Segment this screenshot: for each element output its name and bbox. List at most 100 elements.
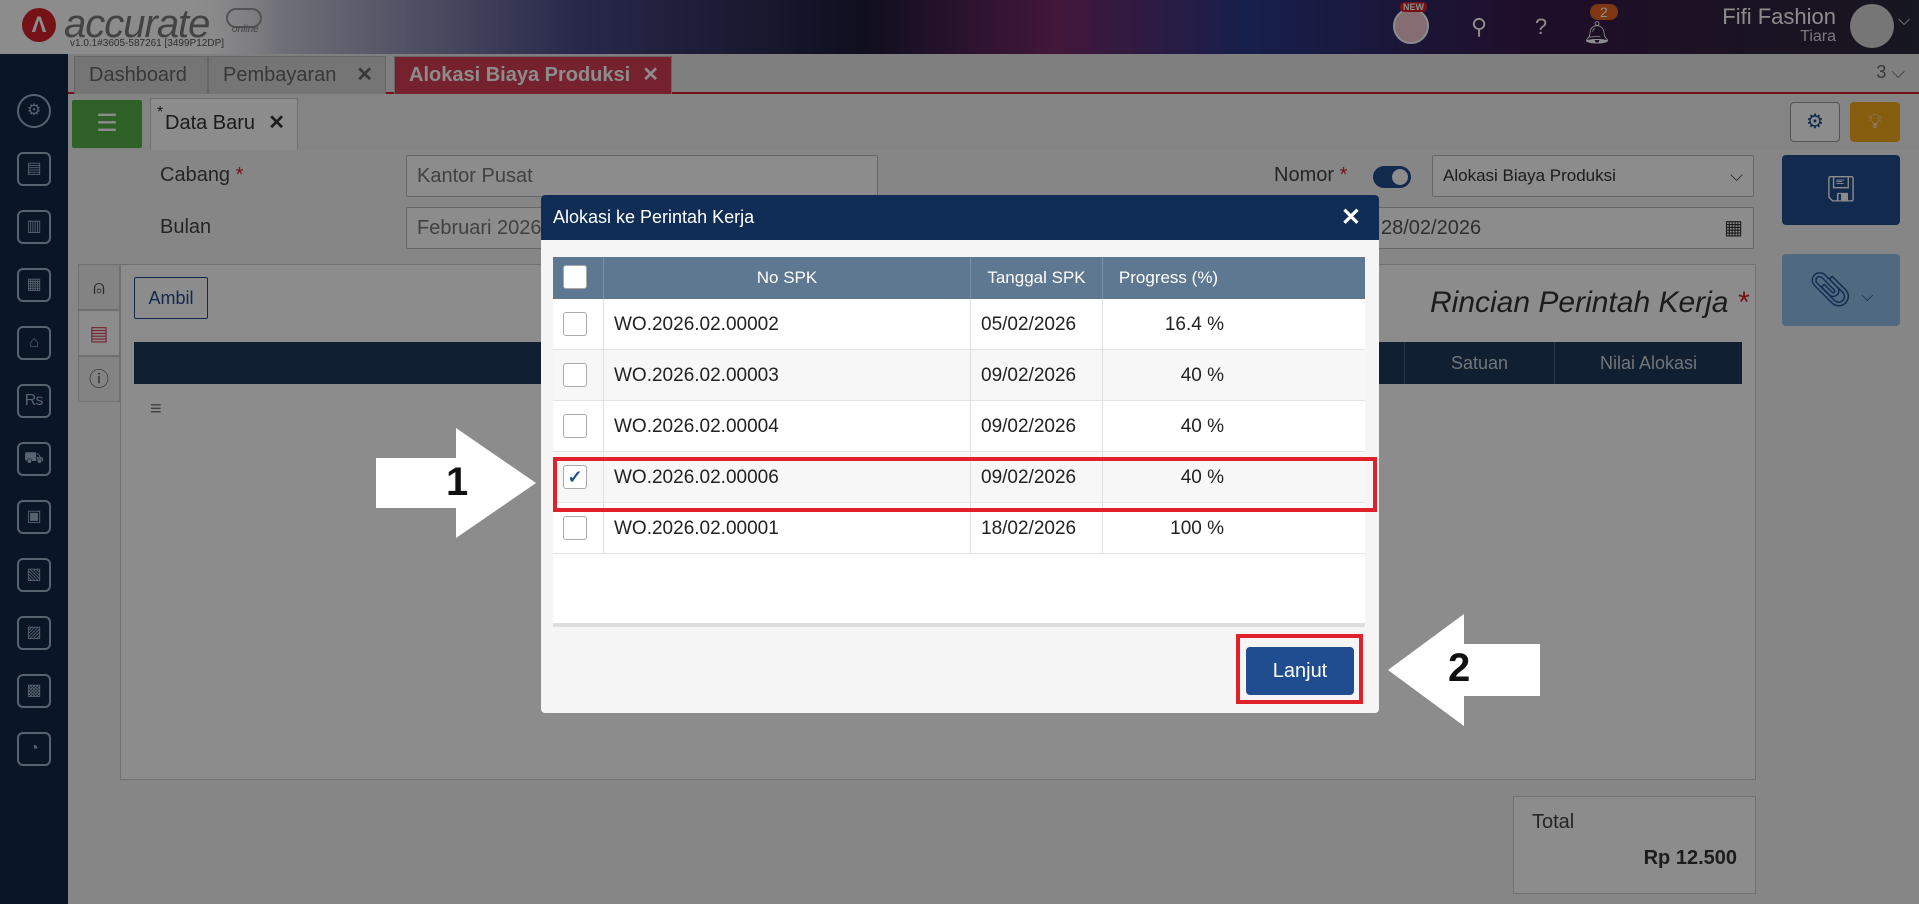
tab-data-baru[interactable]: * Data Baru ✕ — [150, 98, 298, 150]
attachment-button[interactable]: 📎︎ ⌵ — [1782, 254, 1900, 326]
lanjut-button[interactable]: Lanjut — [1246, 647, 1354, 695]
table-header: No SPK Tanggal SPK Progress (%) — [553, 257, 1365, 299]
close-icon[interactable]: ✕ — [356, 64, 373, 86]
bulan-label: Bulan — [160, 216, 212, 238]
table-row[interactable]: WO.2026.02.00004 09/02/2026 40 % — [553, 401, 1365, 452]
alokasi-modal: Alokasi ke Perintah Kerja ✕ No SPK Tangg… — [541, 195, 1379, 713]
top-header: Λ accurate online v1.0.1#3605-587261 [34… — [0, 0, 1919, 54]
no-spk-cell: WO.2026.02.00006 — [603, 452, 970, 503]
tab-dashboard[interactable]: Dashboard — [74, 56, 208, 94]
row-checkbox[interactable] — [563, 363, 587, 387]
total-label: Total — [1532, 811, 1575, 833]
cash-register-icon[interactable]: ▤ — [17, 152, 51, 186]
bell-icon[interactable]: 🔔︎ — [1583, 20, 1611, 45]
col-nilai-alokasi: Nilai Alokasi — [1554, 342, 1742, 384]
save-button[interactable]: 🖫︎ — [1782, 155, 1900, 225]
trolley-icon[interactable]: ▣ — [17, 500, 51, 534]
col-no-spk: No SPK — [603, 257, 970, 299]
total-box: Total Rp 12.500 — [1513, 796, 1756, 894]
accurate-logo-icon: Λ — [22, 8, 56, 42]
col-tanggal-spk: Tanggal SPK — [970, 257, 1102, 299]
building-icon[interactable]: ▥ — [17, 210, 51, 244]
progress-cell: 40 % — [1102, 452, 1234, 503]
date-field[interactable]: 28/02/2026 ▦ — [1370, 207, 1754, 249]
close-icon[interactable]: ✕ — [642, 64, 659, 86]
step-2-label: 2 — [1448, 646, 1471, 690]
cloud-icon — [226, 8, 262, 28]
tanggal-cell: 09/02/2026 — [970, 350, 1102, 401]
close-icon[interactable]: ✕ — [268, 112, 285, 134]
tab-label: Dashboard — [89, 64, 187, 86]
row-menu-icon[interactable]: ≡ — [150, 398, 162, 420]
select-all-checkbox[interactable] — [563, 265, 587, 289]
arrow-left-icon — [1388, 614, 1540, 726]
calendar-icon[interactable]: ▦ — [1724, 217, 1743, 239]
close-icon[interactable]: ✕ — [1340, 204, 1361, 231]
modal-title: Alokasi ke Perintah Kerja — [553, 207, 755, 227]
progress-cell: 40 % — [1102, 350, 1234, 401]
tanggal-cell: 09/02/2026 — [970, 401, 1102, 452]
nomor-select[interactable]: Alokasi Biaya Produksi ⌵ — [1432, 155, 1754, 197]
list-view-button[interactable]: ☰ — [72, 100, 142, 148]
no-spk-cell: WO.2026.02.00004 — [603, 401, 970, 452]
step-1-label: 1 — [446, 460, 469, 504]
modal-header: Alokasi ke Perintah Kerja ✕ — [541, 195, 1379, 240]
person-stamp-icon[interactable]: ⍝ — [78, 264, 120, 310]
tab-label: Data Baru — [165, 112, 256, 134]
cart-icon[interactable]: ⛟ — [17, 442, 51, 476]
progress-cell: 16.4 % — [1102, 299, 1234, 350]
auto-number-toggle[interactable] — [1373, 166, 1411, 188]
lightbulb-icon[interactable]: 💡︎ — [1850, 102, 1900, 142]
chevron-down-icon: ⌵ — [1861, 288, 1874, 305]
notification-badge: 2 — [1590, 4, 1618, 20]
ledger-icon[interactable]: ▦ — [17, 268, 51, 302]
table-row[interactable]: WO.2026.02.00003 09/02/2026 40 % — [553, 350, 1365, 401]
no-spk-cell: WO.2026.02.00003 — [603, 350, 970, 401]
gear-icon[interactable]: ⚙ — [1790, 102, 1840, 142]
row-checkbox[interactable] — [563, 414, 587, 438]
tab-count-dropdown[interactable]: 3 ⌵ — [1876, 62, 1905, 82]
money-bag-icon[interactable]: ₨ — [17, 384, 51, 418]
avatar[interactable] — [1850, 4, 1894, 48]
bank-icon[interactable]: ⌂ — [17, 326, 51, 360]
tab-pembayaran[interactable]: Pembayaran ✕ — [208, 56, 386, 94]
report-icon[interactable]: ◔ — [17, 732, 51, 766]
tanggal-cell: 09/02/2026 — [970, 452, 1102, 503]
row-checkbox[interactable] — [563, 312, 587, 336]
tax-icon[interactable]: ▩ — [17, 674, 51, 708]
total-value: Rp 12.500 — [1643, 847, 1737, 869]
help-icon[interactable]: ? — [1534, 14, 1548, 39]
rincian-title: Rincian Perintah Kerja * — [1430, 286, 1749, 319]
company-name[interactable]: Fifi Fashion — [1722, 4, 1836, 29]
nomor-label: Nomor * — [1274, 164, 1348, 186]
chevron-down-icon[interactable]: ⌵ — [1898, 12, 1911, 29]
tab-bar: Dashboard Pembayaran ✕ Alokasi Biaya Prod… — [68, 54, 1919, 94]
version-text: v1.0.1#3605-587261 [3499P12DP] — [70, 38, 225, 49]
logo-text: accurate — [64, 2, 210, 46]
ambil-button[interactable]: Ambil — [134, 277, 208, 319]
progress-cell: 40 % — [1102, 401, 1234, 452]
document-icon[interactable]: ▤ — [78, 310, 120, 356]
table-row[interactable]: WO.2026.02.00002 05/02/2026 16.4 % — [553, 299, 1365, 350]
cabang-label: Cabang * — [160, 164, 244, 186]
conveyor-icon[interactable]: ▨ — [17, 616, 51, 650]
row-checkbox-checked[interactable]: ✓ — [563, 465, 587, 489]
table-row[interactable]: WO.2026.02.00001 18/02/2026 100 % — [553, 503, 1365, 554]
cabang-field[interactable]: Kantor Pusat — [406, 155, 878, 197]
tab-label: Pembayaran — [223, 64, 337, 86]
progress-cell: 100 % — [1102, 503, 1234, 554]
row-checkbox[interactable] — [563, 516, 587, 540]
search-icon[interactable]: ⚲ — [1470, 14, 1488, 39]
new-badge: NEW — [1400, 2, 1427, 12]
warehouse-icon[interactable]: ▧ — [17, 558, 51, 592]
col-satuan: Satuan — [1404, 342, 1554, 384]
tab-alokasi-biaya-produksi[interactable]: Alokasi Biaya Produksi ✕ — [394, 56, 672, 94]
tanggal-cell: 05/02/2026 — [970, 299, 1102, 350]
chevron-down-icon: ⌵ — [1730, 166, 1743, 185]
info-icon[interactable]: ⓘ — [78, 356, 120, 402]
sidebar: ⚙ ▤ ▥ ▦ ⌂ ₨ ⛟ ▣ ▧ ▨ ▩ ◔ — [0, 54, 68, 904]
user-name: Tiara — [1800, 28, 1836, 45]
unsaved-marker: * — [157, 104, 164, 121]
settings-icon[interactable]: ⚙ — [17, 94, 51, 128]
tanggal-cell: 18/02/2026 — [970, 503, 1102, 554]
